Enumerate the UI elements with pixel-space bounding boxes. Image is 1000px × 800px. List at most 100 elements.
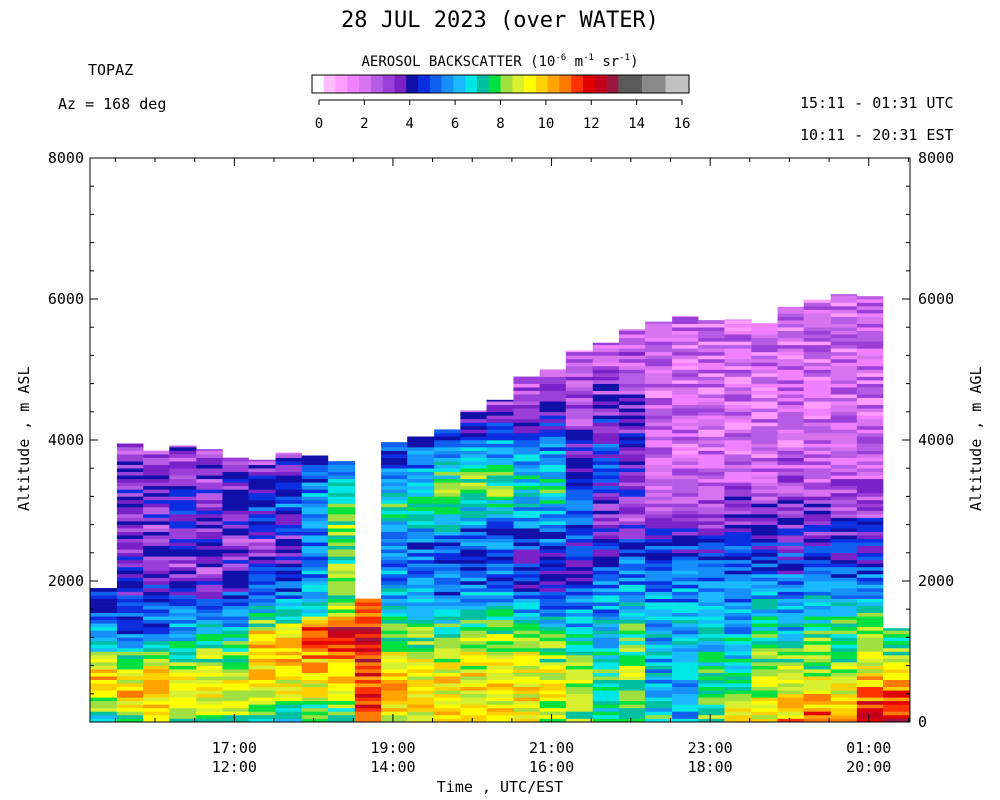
- heatmap-cell: [751, 380, 778, 384]
- heatmap-cell: [169, 647, 197, 652]
- heatmap-cell: [672, 683, 699, 688]
- heatmap-cell: [116, 679, 144, 684]
- heatmap-cell: [407, 644, 435, 649]
- heatmap-cell: [777, 432, 805, 437]
- heatmap-cell: [672, 612, 699, 617]
- heatmap-cell: [698, 394, 725, 398]
- heatmap-cell: [434, 464, 461, 469]
- heatmap-cell: [222, 718, 249, 723]
- heatmap-cell: [460, 535, 487, 539]
- heatmap-cell: [724, 598, 752, 603]
- heatmap-cell: [803, 485, 831, 490]
- heatmap-cell: [327, 679, 356, 684]
- heatmap-cell: [830, 383, 858, 388]
- heatmap-cell: [672, 626, 699, 631]
- heatmap-cell: [830, 718, 858, 723]
- heatmap-cell: [565, 394, 594, 398]
- heatmap-cell: [327, 471, 356, 476]
- heatmap-cell: [777, 581, 805, 585]
- heatmap-cell: [169, 651, 197, 656]
- heatmap-cell: [830, 365, 858, 370]
- heatmap-cell: [672, 647, 699, 652]
- heatmap-cell: [645, 323, 673, 328]
- heatmap-cell: [777, 559, 805, 564]
- heatmap-cell: [751, 440, 778, 444]
- heatmap-cell: [513, 693, 540, 698]
- heatmap-cell: [645, 662, 673, 666]
- heatmap-cell: [856, 418, 884, 423]
- heatmap-cell: [90, 662, 118, 666]
- heatmap-cell: [460, 644, 487, 649]
- heatmap-cell: [169, 714, 197, 719]
- heatmap-cell: [592, 686, 620, 691]
- heatmap-cell: [434, 499, 461, 504]
- heatmap-cell: [751, 499, 778, 504]
- heatmap-cell: [698, 499, 725, 504]
- heatmap-cell: [169, 686, 197, 691]
- heatmap-cell: [565, 429, 594, 434]
- heatmap-cell: [672, 704, 699, 709]
- heatmap-cell: [592, 612, 620, 617]
- heatmap-cell: [196, 581, 223, 585]
- heatmap-cell: [645, 676, 673, 680]
- heatmap-cell: [169, 718, 197, 723]
- heatmap-cell: [143, 549, 170, 554]
- heatmap-cell: [672, 655, 699, 659]
- heatmap-cell: [830, 528, 858, 532]
- heatmap-cell: [618, 595, 646, 599]
- heatmap-cell: [327, 662, 356, 666]
- heatmap-cell: [381, 457, 408, 462]
- colorbar-swatch: [677, 75, 690, 93]
- heatmap-cell: [777, 468, 805, 473]
- heatmap-cell: [777, 411, 805, 416]
- colorbar-swatch: [312, 75, 325, 93]
- heatmap-cell: [143, 570, 170, 575]
- heatmap-cell: [698, 524, 725, 529]
- heatmap-cell: [196, 630, 223, 635]
- heatmap-cell: [196, 598, 223, 603]
- heatmap-cell: [618, 334, 646, 339]
- heatmap-cell: [856, 665, 884, 670]
- heatmap-cell: [618, 718, 646, 723]
- heatmap-cell: [222, 595, 249, 599]
- heatmap-cell: [301, 503, 329, 508]
- heatmap-cell: [883, 711, 911, 716]
- heatmap-cell: [301, 556, 329, 561]
- heatmap-cell: [803, 503, 831, 508]
- heatmap-cell: [327, 517, 356, 522]
- heatmap-cell: [143, 489, 170, 494]
- heatmap-cell: [565, 380, 594, 384]
- heatmap-cell: [169, 563, 197, 568]
- heatmap-cell: [248, 478, 276, 483]
- heatmap-cell: [486, 399, 514, 402]
- heatmap-cell: [486, 440, 514, 444]
- heatmap-cell: [222, 651, 249, 656]
- heatmap-cell: [856, 563, 884, 568]
- heatmap-cell: [275, 545, 303, 550]
- heatmap-cell: [222, 475, 249, 480]
- heatmap-cell: [513, 679, 540, 684]
- heatmap-cell: [486, 595, 514, 599]
- heatmap-cell: [751, 429, 778, 434]
- heatmap-cell: [618, 348, 646, 353]
- heatmap-cell: [565, 556, 594, 561]
- heatmap-cell: [434, 609, 461, 614]
- heatmap-cell: [830, 355, 858, 360]
- heatmap-cell: [803, 707, 831, 712]
- heatmap-cell: [116, 718, 144, 723]
- heatmap-cell: [301, 609, 329, 614]
- heatmap-cell: [381, 686, 408, 691]
- heatmap-cell: [486, 422, 514, 427]
- heatmap-cell: [275, 510, 303, 515]
- heatmap-cell: [830, 415, 858, 420]
- heatmap-cell: [301, 552, 329, 557]
- heatmap-cell: [618, 517, 646, 522]
- heatmap-cell: [672, 443, 699, 448]
- heatmap-cell: [618, 711, 646, 716]
- heatmap-cell: [513, 647, 540, 652]
- heatmap-cell: [698, 362, 725, 367]
- heatmap-cell: [830, 521, 858, 525]
- heatmap-cell: [751, 365, 778, 370]
- heatmap-cell: [645, 581, 673, 585]
- heatmap-cell: [143, 563, 170, 568]
